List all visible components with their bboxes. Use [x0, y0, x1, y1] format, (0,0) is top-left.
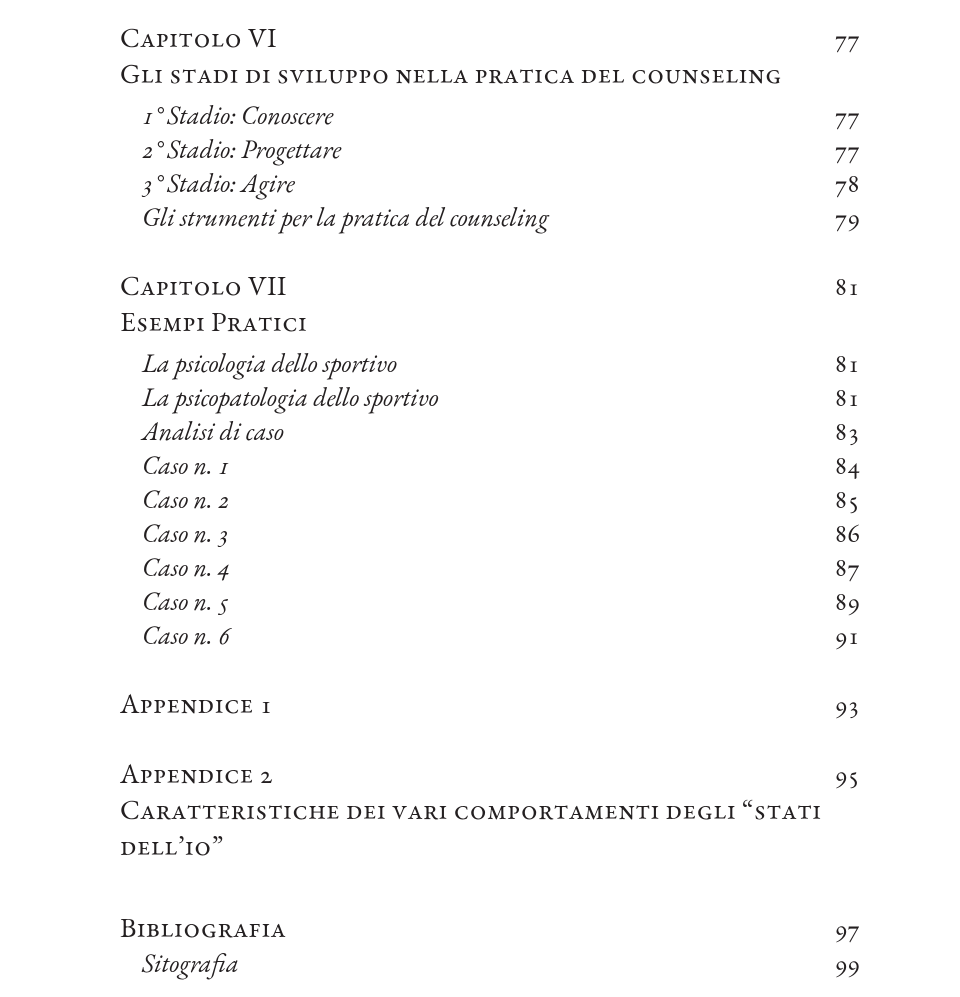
- toc-item-label: 3° Stadio: Agire: [120, 166, 295, 200]
- toc-item-label: Caso n. 5: [120, 584, 230, 618]
- toc-item-page: 89: [827, 584, 860, 618]
- toc-item-label: La psicologia dello sportivo: [120, 346, 397, 380]
- toc-item-page: 86: [827, 516, 860, 550]
- chapter-7-subheading: Esempi Pratici: [120, 304, 307, 340]
- toc-item-label: Caso n. 3: [120, 516, 230, 550]
- bibliography-heading: Bibliografia: [120, 910, 286, 946]
- toc-item-label: Caso n. 2: [120, 482, 230, 516]
- toc-item-page: 81: [827, 380, 860, 414]
- toc-item-label: Caso n. 4: [120, 550, 230, 584]
- toc-item-label: 2° Stadio: Progettare: [120, 132, 341, 166]
- appendix-1-heading: Appendice 1: [120, 686, 273, 722]
- toc-item-page: 85: [827, 482, 860, 516]
- appendix-2-page: 95: [827, 757, 860, 791]
- toc-item-page: 83: [827, 414, 860, 448]
- toc-item-page: 77: [827, 132, 860, 166]
- chapter-7-page: 81: [827, 269, 860, 303]
- toc-item-page: 91: [827, 618, 860, 652]
- sitography-page: 99: [827, 946, 860, 980]
- bibliography-page: 97: [827, 911, 860, 945]
- appendix-2-subheading: Caratteristiche dei vari comportamenti d…: [120, 792, 860, 864]
- appendix-2-heading: Appendice 2: [120, 756, 273, 792]
- toc-item-page: 78: [827, 166, 860, 200]
- toc-item-label: Caso n. 6: [120, 618, 230, 652]
- chapter-7-heading: Capitolo VII: [120, 268, 287, 304]
- toc-item-label: La psicopatologia dello sportivo: [120, 380, 439, 414]
- toc-item-page: 87: [827, 550, 860, 584]
- chapter-6-heading: Capitolo VI: [120, 20, 277, 56]
- toc-item-page: 79: [827, 200, 860, 234]
- toc-item-label: 1° Stadio: Conoscere: [120, 98, 333, 132]
- toc-item-page: 81: [827, 346, 860, 380]
- toc-item-label: Gli strumenti per la pratica del counsel…: [120, 200, 549, 234]
- chapter-6-subheading: Gli stadi di sviluppo nella pratica del …: [120, 56, 782, 92]
- toc-item-page: 84: [827, 448, 860, 482]
- toc-item-label: Analisi di caso: [120, 414, 284, 448]
- toc-item-label: Caso n. 1: [120, 448, 230, 482]
- appendix-1-page: 93: [827, 687, 860, 721]
- chapter-6-page: 77: [827, 21, 860, 55]
- sitography-label: Sitografia: [120, 946, 239, 980]
- toc-item-page: 77: [827, 98, 860, 132]
